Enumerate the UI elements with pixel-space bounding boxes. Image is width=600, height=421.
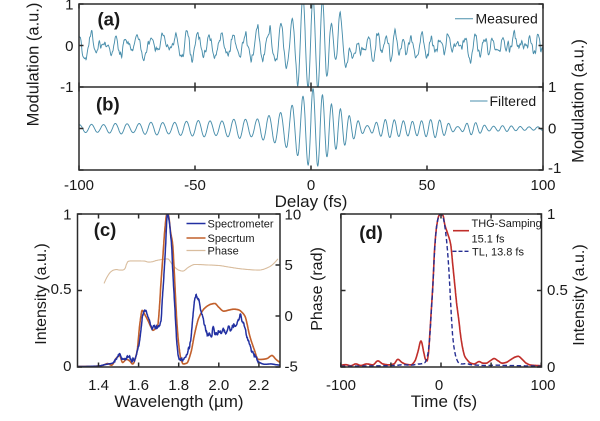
svg-text:0: 0 xyxy=(307,177,315,194)
svg-text:0.5: 0.5 xyxy=(547,282,568,299)
svg-text:0: 0 xyxy=(547,359,555,376)
svg-text:TL, 13.8 fs: TL, 13.8 fs xyxy=(472,247,524,259)
svg-text:5: 5 xyxy=(285,257,293,274)
svg-text:(a): (a) xyxy=(98,9,121,30)
svg-text:Modulation (a.u.): Modulation (a.u.) xyxy=(570,39,588,163)
svg-text:THG-Samping: THG-Samping xyxy=(472,218,542,230)
svg-text:Time (fs): Time (fs) xyxy=(411,392,477,411)
svg-text:0: 0 xyxy=(548,121,556,138)
svg-text:100: 100 xyxy=(530,177,555,194)
svg-text:10: 10 xyxy=(285,207,302,224)
svg-text:(c): (c) xyxy=(94,219,117,240)
svg-text:0: 0 xyxy=(285,308,293,325)
svg-text:1: 1 xyxy=(547,206,555,223)
svg-text:1.6: 1.6 xyxy=(128,377,149,394)
svg-text:2.2: 2.2 xyxy=(248,377,269,394)
svg-text:0.5: 0.5 xyxy=(51,281,72,298)
svg-text:1.8: 1.8 xyxy=(168,377,189,394)
svg-text:15.1 fs: 15.1 fs xyxy=(472,234,506,246)
svg-text:1: 1 xyxy=(63,207,71,224)
svg-text:-1: -1 xyxy=(60,79,73,96)
svg-text:-100: -100 xyxy=(326,377,356,394)
svg-text:-100: -100 xyxy=(64,177,94,194)
svg-text:Wavelength (µm): Wavelength (µm) xyxy=(114,392,243,411)
svg-text:100: 100 xyxy=(530,377,555,394)
svg-text:Phase (rad): Phase (rad) xyxy=(309,247,326,331)
svg-text:Modulation (a.u.): Modulation (a.u.) xyxy=(25,3,43,127)
svg-text:0: 0 xyxy=(65,38,73,55)
svg-text:(d): (d) xyxy=(359,222,383,243)
svg-text:Intensity (a.u.): Intensity (a.u.) xyxy=(33,243,50,344)
svg-text:1: 1 xyxy=(65,0,73,14)
svg-text:(b): (b) xyxy=(96,94,120,115)
svg-text:Phase: Phase xyxy=(208,246,239,258)
svg-text:-1: -1 xyxy=(548,160,561,177)
svg-text:0: 0 xyxy=(435,377,443,394)
svg-text:Measured: Measured xyxy=(476,11,538,27)
svg-text:Spectrometer: Spectrometer xyxy=(208,219,274,231)
svg-text:0: 0 xyxy=(63,358,71,375)
svg-text:1.4: 1.4 xyxy=(88,377,109,394)
svg-text:1: 1 xyxy=(548,79,556,96)
svg-text:Intensity (a.u.): Intensity (a.u.) xyxy=(571,244,588,345)
svg-text:50: 50 xyxy=(419,177,436,194)
svg-text:-50: -50 xyxy=(184,177,206,194)
svg-text:Specrtum: Specrtum xyxy=(208,233,255,245)
svg-text:Delay (fs): Delay (fs) xyxy=(275,192,348,211)
svg-text:Filtered: Filtered xyxy=(490,93,537,109)
svg-text:-5: -5 xyxy=(285,359,298,376)
svg-text:2.0: 2.0 xyxy=(208,377,229,394)
